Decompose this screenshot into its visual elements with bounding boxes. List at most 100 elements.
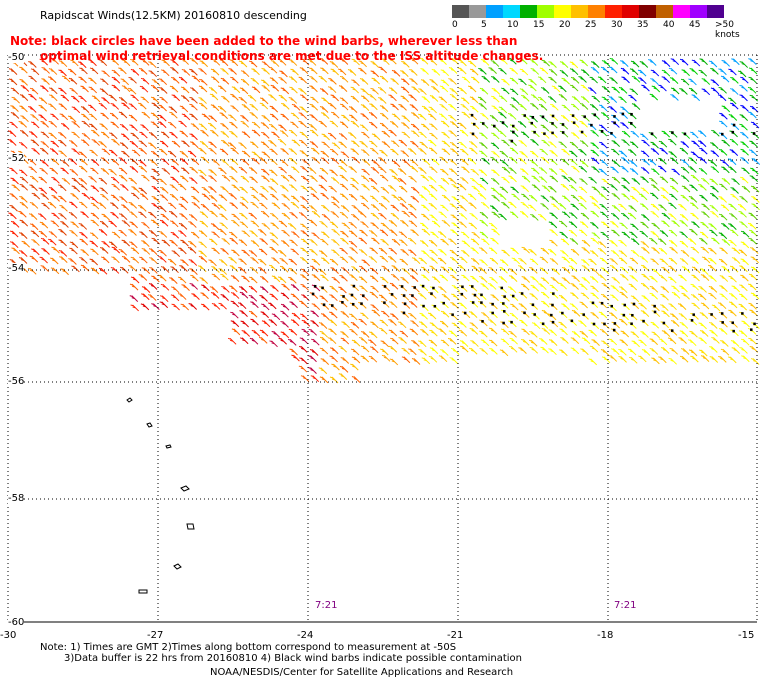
wind-barb: [610, 285, 620, 293]
wind-barb: [280, 87, 290, 95]
wind-barb: [230, 292, 240, 299]
wind-barb: [737, 203, 747, 211]
wind-barb: [129, 295, 139, 303]
wind-barb: [498, 95, 508, 103]
contamination-circle: [390, 293, 394, 296]
wind-barb: [191, 201, 201, 209]
wind-barb: [140, 303, 150, 311]
wind-barb: [140, 96, 149, 104]
wind-barb: [69, 247, 78, 255]
wind-barb: [330, 111, 340, 119]
wind-barb: [479, 142, 488, 149]
wind-barb: [339, 274, 348, 282]
wind-barb: [381, 130, 391, 138]
wind-barb: [67, 68, 77, 76]
wind-barb: [260, 141, 270, 149]
wind-barb: [571, 331, 581, 338]
wind-barb: [631, 186, 640, 194]
wind-barb: [151, 79, 161, 86]
wind-barb: [269, 148, 278, 156]
wind-barb: [380, 112, 389, 120]
wind-barb: [341, 114, 350, 122]
wind-barb: [649, 177, 658, 185]
wind-barb: [699, 231, 709, 239]
wind-barb: [289, 348, 298, 356]
wind-barb: [678, 274, 687, 282]
wind-barb: [641, 247, 650, 254]
wind-barb: [239, 337, 249, 345]
wind-barb: [268, 66, 278, 74]
wind-barb: [258, 267, 267, 274]
wind-barb: [67, 115, 77, 123]
wind-barb: [388, 301, 398, 309]
wind-barb: [179, 213, 188, 221]
wind-barb: [229, 130, 238, 138]
wind-barb: [127, 87, 137, 95]
wind-barb: [100, 78, 109, 86]
footer-credit: NOAA/NESDIS/Center for Satellite Applica…: [210, 667, 514, 678]
wind-barb: [338, 345, 348, 353]
wind-barb: [710, 67, 719, 75]
wind-barb: [58, 195, 67, 203]
wind-barb: [429, 79, 438, 86]
wind-barb: [661, 76, 671, 84]
wind-barb: [728, 68, 737, 76]
wind-barb: [519, 68, 529, 76]
wind-barb: [391, 194, 400, 202]
wind-barb: [339, 256, 349, 264]
wind-barb: [311, 258, 321, 266]
wind-barb: [239, 186, 248, 194]
wind-barb: [319, 347, 329, 355]
wind-barb: [631, 177, 641, 185]
wind-barb: [590, 142, 599, 150]
wind-barb: [348, 193, 358, 201]
wind-barb: [630, 238, 640, 246]
wind-barb: [558, 220, 568, 228]
wind-barb: [359, 78, 369, 85]
wind-barb: [231, 219, 240, 227]
wind-barb: [181, 68, 191, 76]
wind-barb: [190, 158, 200, 166]
wind-barb: [570, 337, 580, 345]
wind-barb: [90, 212, 100, 220]
wind-barb: [739, 114, 749, 121]
wind-barb: [378, 327, 388, 335]
wind-barb: [170, 176, 179, 184]
wind-barb: [391, 265, 400, 273]
wind-barb: [250, 240, 260, 247]
contamination-circle: [502, 302, 505, 305]
wind-barb: [111, 183, 120, 191]
wind-barb: [340, 230, 349, 238]
contamination-circle: [471, 301, 475, 304]
wind-barb: [718, 120, 728, 128]
wind-barb: [151, 237, 160, 245]
wind-barb: [750, 167, 759, 175]
wind-barb: [730, 340, 740, 347]
wind-barb: [78, 177, 88, 185]
wind-barb: [31, 248, 40, 256]
wind-barb: [219, 213, 228, 221]
wind-barb: [678, 203, 687, 211]
wind-barb: [458, 122, 467, 130]
wind-barb: [698, 285, 707, 293]
wind-barb: [440, 204, 449, 212]
wind-barb: [449, 93, 459, 101]
wind-barb: [618, 239, 627, 247]
wind-barb: [208, 147, 217, 155]
wind-barb: [520, 201, 530, 209]
wind-barb: [269, 113, 279, 121]
contamination-circle: [613, 115, 616, 118]
wind-barb: [619, 339, 628, 347]
wind-barb: [530, 103, 539, 110]
wind-barb: [698, 69, 708, 77]
wind-barb: [121, 204, 130, 212]
wind-barb: [281, 229, 290, 237]
contamination-circle: [630, 322, 633, 325]
wind-barb: [521, 328, 530, 336]
contamination-circle: [432, 286, 435, 290]
wind-barb: [640, 331, 649, 338]
wind-barb: [288, 276, 297, 284]
wind-barb: [309, 85, 318, 93]
wind-barb: [628, 149, 637, 156]
wind-barb: [259, 286, 269, 294]
